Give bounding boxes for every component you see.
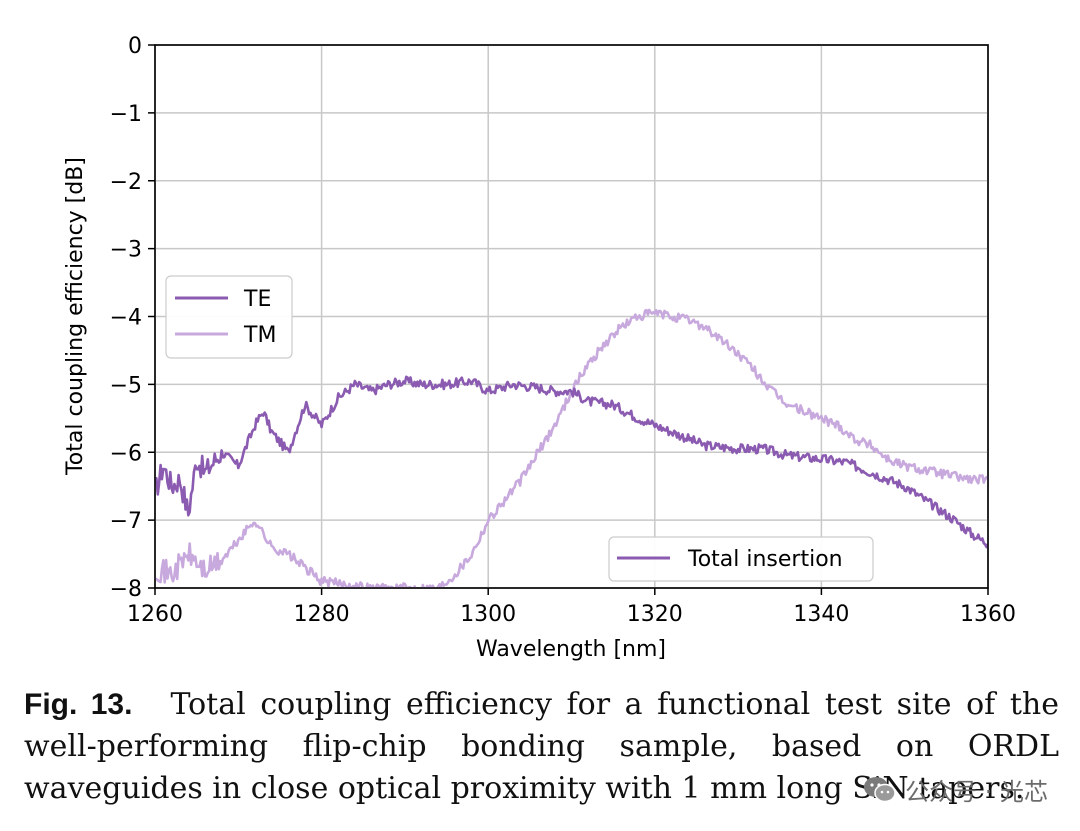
plot-frame	[154, 44, 989, 589]
y-tick-label: −4	[110, 306, 142, 331]
y-axis-ticks: 0 −1 −2 −3 −4 −5 −6 −7 −8	[110, 34, 155, 602]
figure-label: Fig. 13.	[24, 688, 133, 721]
x-axis-label: Wavelength [nm]	[476, 637, 666, 662]
series-line-te	[155, 375, 988, 549]
legend-total-label: Total insertion	[687, 547, 843, 572]
chart: 1260 1280 1300 1320 1340 1360 0 −1 −2 −3 −4 −5 −6 −7…	[63, 34, 1016, 662]
y-tick-label: −5	[110, 373, 142, 398]
legend-bottom-right: Total insertion	[608, 536, 874, 582]
y-tick-label: 0	[128, 34, 142, 59]
legend-te-label: TE	[243, 287, 271, 312]
legend-tm-label: TM	[243, 323, 276, 348]
y-tick-label: −8	[110, 577, 142, 602]
x-tick-label: 1340	[793, 602, 849, 627]
x-tick-label: 1360	[960, 602, 1016, 627]
y-tick-label: −1	[110, 102, 142, 127]
x-tick-label: 1260	[127, 602, 183, 627]
x-tick-label: 1300	[460, 602, 516, 627]
legend-top-left: TE TM	[165, 275, 293, 359]
figure-caption: Fig. 13. Total coupling efficiency for a …	[24, 684, 1059, 810]
y-tick-label: −3	[110, 238, 142, 263]
x-tick-label: 1280	[294, 602, 350, 627]
figure-caption-text: Total coupling efficiency for a function…	[24, 687, 1059, 806]
y-tick-label: −2	[110, 170, 142, 195]
x-tick-label: 1320	[627, 602, 683, 627]
series-layer	[155, 308, 988, 588]
y-axis-label: Total coupling efficiency [dB]	[63, 157, 88, 476]
y-tick-label: −6	[110, 441, 142, 466]
x-axis-ticks: 1260 1280 1300 1320 1340 1360	[127, 588, 1016, 627]
watermark: 公众号 · 光芯	[863, 772, 1048, 807]
y-tick-label: −7	[110, 509, 142, 534]
watermark-text: 公众号 · 光芯	[905, 778, 1048, 806]
wechat-icon	[864, 776, 896, 802]
